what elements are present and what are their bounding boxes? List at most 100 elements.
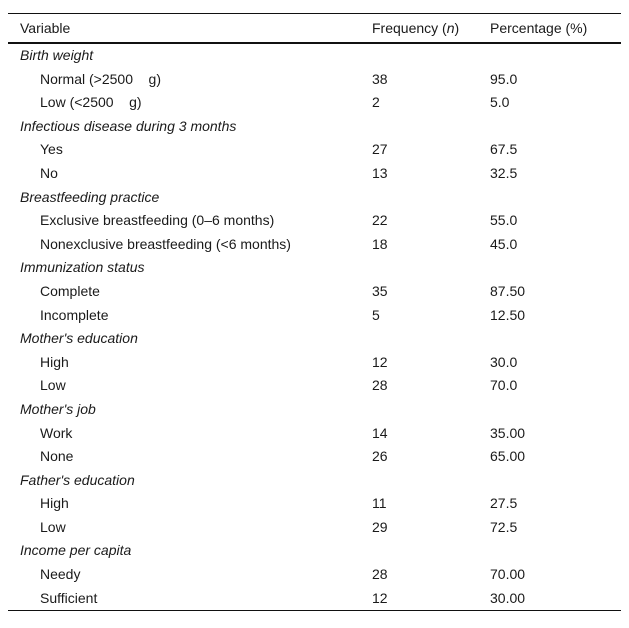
column-header-frequency: Frequency (n) xyxy=(372,13,490,44)
frequency-cell: 12 xyxy=(372,353,388,370)
section-row-income-per-capita: Income per capita xyxy=(8,539,621,563)
table-row: High 12 30.0 xyxy=(8,351,621,375)
variable-cell: Incomplete xyxy=(40,306,109,323)
section-row-mothers-job: Mother's job xyxy=(8,398,621,422)
percentage-cell xyxy=(490,115,621,139)
section-label: Infectious disease during 3 months xyxy=(20,117,237,134)
percentage-cell xyxy=(490,469,621,493)
percentage-cell: 30.00 xyxy=(490,589,526,606)
section-label: Birth weight xyxy=(20,47,94,63)
frequency-cell xyxy=(372,539,490,563)
frequency-cell: 28 xyxy=(372,566,388,583)
table-row: Normal (>2500 g) 38 95.0 xyxy=(8,68,621,92)
section-row-infectious-disease: Infectious disease during 3 months xyxy=(8,115,621,139)
percentage-cell: 95.0 xyxy=(490,70,518,87)
percentage-cell xyxy=(490,186,621,210)
section-row-birth-weight: Birth weight xyxy=(8,43,621,68)
variable-cell: Low xyxy=(40,518,66,535)
percentage-cell: 12.50 xyxy=(490,306,526,323)
percentage-cell xyxy=(490,539,621,563)
percentage-cell xyxy=(490,43,621,68)
section-label: Immunization status xyxy=(20,259,145,276)
frequency-cell xyxy=(372,398,490,422)
frequency-cell: 5 xyxy=(372,306,380,323)
table-row: Low 28 70.0 xyxy=(8,374,621,398)
variable-cell: Exclusive breastfeeding (0–6 months) xyxy=(40,212,275,229)
frequency-cell: 22 xyxy=(372,212,388,229)
table-row: Complete 35 87.50 xyxy=(8,280,621,304)
variable-cell: Complete xyxy=(40,282,100,299)
frequency-percentage-table: Variable Frequency (n) Percentage (%) Bi… xyxy=(8,13,621,612)
header-row: Variable Frequency (n) Percentage (%) xyxy=(8,13,621,44)
percentage-cell: 27.5 xyxy=(490,495,518,512)
frequency-cell: 27 xyxy=(372,141,388,158)
percentage-cell: 67.5 xyxy=(490,141,518,158)
percentage-cell: 45.0 xyxy=(490,235,518,252)
frequency-cell: 12 xyxy=(372,589,388,606)
percentage-cell: 87.50 xyxy=(490,282,526,299)
frequency-cell: 18 xyxy=(372,235,388,252)
frequency-cell: 14 xyxy=(372,424,388,441)
percentage-cell: 72.5 xyxy=(490,518,518,535)
frequency-cell xyxy=(372,256,490,280)
percentage-cell xyxy=(490,256,621,280)
variable-cell: Normal (>2500 g) xyxy=(40,70,161,87)
variable-cell: Low (<2500 g) xyxy=(40,94,142,111)
frequency-cell: 38 xyxy=(372,70,388,87)
table-row: Nonexclusive breastfeeding (<6 months) 1… xyxy=(8,233,621,257)
variable-cell: None xyxy=(40,448,74,465)
table-row: Needy 28 70.00 xyxy=(8,563,621,587)
table-row: High 11 27.5 xyxy=(8,492,621,516)
section-label: Breastfeeding practice xyxy=(20,188,160,205)
frequency-cell xyxy=(372,186,490,210)
frequency-cell: 13 xyxy=(372,164,388,181)
frequency-cell: 29 xyxy=(372,518,388,535)
column-header-variable: Variable xyxy=(8,13,372,44)
table-row: Sufficient 12 30.00 xyxy=(8,587,621,611)
percentage-cell: 35.00 xyxy=(490,424,526,441)
table-row: Yes 27 67.5 xyxy=(8,138,621,162)
percentage-cell xyxy=(490,398,621,422)
frequency-cell xyxy=(372,327,490,351)
percentage-cell: 70.0 xyxy=(490,377,518,394)
percentage-cell: 65.00 xyxy=(490,448,526,465)
percentage-cell: 55.0 xyxy=(490,212,518,229)
variable-cell: Low xyxy=(40,377,66,394)
frequency-cell xyxy=(372,115,490,139)
table-body: Birth weight Normal (>2500 g) 38 95.0 Lo… xyxy=(8,43,621,611)
table-row: Low (<2500 g) 2 5.0 xyxy=(8,91,621,115)
table-row: No 13 32.5 xyxy=(8,162,621,186)
column-header-percentage: Percentage (%) xyxy=(490,13,621,44)
table-header: Variable Frequency (n) Percentage (%) xyxy=(8,13,621,44)
variable-cell: Yes xyxy=(40,141,63,158)
frequency-cell: 35 xyxy=(372,282,388,299)
section-row-immunization-status: Immunization status xyxy=(8,256,621,280)
section-label: Mother's job xyxy=(20,400,96,417)
table-row: Exclusive breastfeeding (0–6 months) 22 … xyxy=(8,209,621,233)
frequency-cell xyxy=(372,43,490,68)
table-row: Work 14 35.00 xyxy=(8,422,621,446)
variable-cell: Needy xyxy=(40,566,81,583)
frequency-header-n: n xyxy=(446,20,455,36)
frequency-cell: 26 xyxy=(372,448,388,465)
variable-cell: High xyxy=(40,495,69,512)
section-row-mothers-education: Mother's education xyxy=(8,327,621,351)
section-row-breastfeeding-practice: Breastfeeding practice xyxy=(8,186,621,210)
frequency-cell: 28 xyxy=(372,377,388,394)
section-row-fathers-education: Father's education xyxy=(8,469,621,493)
section-label: Income per capita xyxy=(20,542,132,559)
variable-cell: No xyxy=(40,164,58,181)
section-label: Mother's education xyxy=(20,330,138,347)
percentage-cell: 30.0 xyxy=(490,353,518,370)
percentage-cell: 32.5 xyxy=(490,164,518,181)
table-row: None 26 65.00 xyxy=(8,445,621,469)
percentage-cell xyxy=(490,327,621,351)
variable-cell: Work xyxy=(40,424,73,441)
frequency-cell xyxy=(372,469,490,493)
frequency-cell: 11 xyxy=(372,495,387,512)
frequency-header-pre: Frequency ( xyxy=(372,20,447,36)
table-row: Incomplete 5 12.50 xyxy=(8,304,621,328)
section-label: Father's education xyxy=(20,471,135,488)
variable-cell: High xyxy=(40,353,69,370)
frequency-cell: 2 xyxy=(372,94,380,111)
